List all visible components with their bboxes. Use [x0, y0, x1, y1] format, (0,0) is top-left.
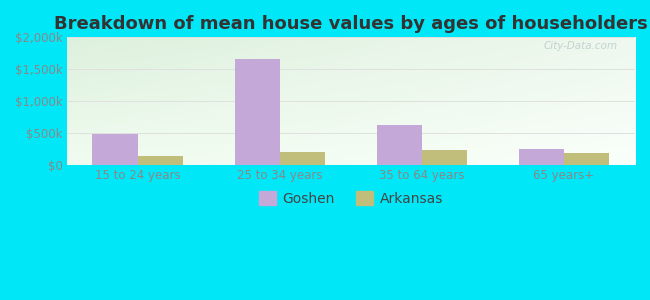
Bar — [92, 134, 138, 165]
Bar — [422, 150, 467, 165]
Bar — [564, 153, 610, 165]
Bar — [280, 152, 326, 165]
Text: City-Data.com: City-Data.com — [544, 41, 618, 51]
Bar — [138, 156, 183, 165]
Legend: Goshen, Arkansas: Goshen, Arkansas — [254, 186, 448, 211]
Bar — [376, 125, 422, 165]
Bar — [235, 59, 280, 165]
Bar — [519, 149, 564, 165]
Title: Breakdown of mean house values by ages of householders: Breakdown of mean house values by ages o… — [54, 15, 648, 33]
